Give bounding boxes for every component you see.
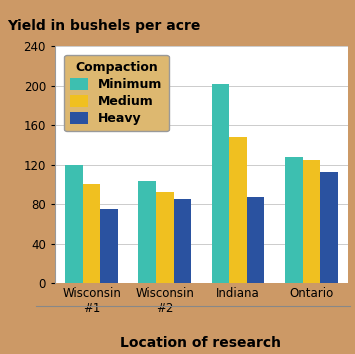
Legend: Minimum, Medium, Heavy: Minimum, Medium, Heavy (64, 55, 169, 131)
Bar (285, 157, 302, 283)
Text: Yield in bushels per acre: Yield in bushels per acre (7, 19, 201, 34)
Bar (138, 181, 156, 283)
Bar (212, 84, 229, 283)
Bar (83, 184, 100, 283)
Bar (320, 172, 338, 283)
Bar (247, 197, 264, 283)
Bar (156, 192, 174, 283)
Bar (174, 199, 191, 283)
Bar (302, 160, 320, 283)
Bar (100, 209, 118, 283)
Bar (229, 137, 247, 283)
Bar (65, 165, 83, 283)
Text: Location of research: Location of research (120, 336, 281, 350)
